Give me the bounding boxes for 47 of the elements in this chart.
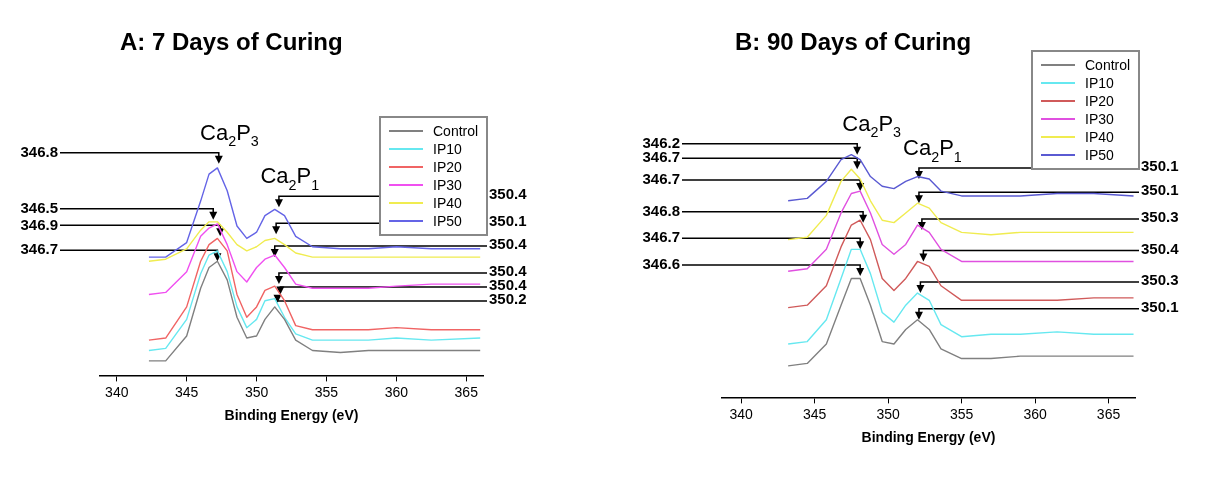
legend-label: IP10 <box>433 141 462 157</box>
annotation: 350.4 <box>489 235 528 253</box>
x-tick-label: 350 <box>244 383 269 400</box>
x-axis-title: Binding Energy (eV) <box>224 407 359 424</box>
annotation: 350.4 <box>489 185 528 203</box>
legend-label: IP10 <box>1085 75 1114 91</box>
legend-label: IP20 <box>433 159 462 175</box>
x-tick-label: 360 <box>384 383 409 400</box>
legend-label: IP20 <box>1085 93 1114 109</box>
chart-title: A: 7 Days of Curing <box>120 28 343 56</box>
x-tick-label: 345 <box>802 405 827 422</box>
annotation: 350.1 <box>489 212 527 230</box>
legend-label: IP50 <box>433 213 462 229</box>
legend-label: Control <box>433 123 479 139</box>
annotation: 350.1 <box>1141 181 1179 199</box>
annotation: 346.8 <box>20 142 58 160</box>
x-tick-label: 355 <box>949 405 974 422</box>
annotation: 346.6 <box>642 255 680 273</box>
x-tick-label: 365 <box>454 383 479 400</box>
annotation: 350.1 <box>1141 297 1179 315</box>
annotation: 350.3 <box>1141 208 1179 226</box>
x-axis-title: Binding Energy (eV) <box>861 429 996 446</box>
annotation: 346.9 <box>20 215 58 233</box>
x-tick-label: 345 <box>174 383 199 400</box>
legend-label: IP50 <box>1085 147 1114 163</box>
x-tick-label: 340 <box>105 383 129 400</box>
legend-label: IP40 <box>433 195 462 211</box>
x-tick-label: 365 <box>1096 405 1121 422</box>
annotation: 346.7 <box>642 148 680 166</box>
legend-label: IP40 <box>1085 129 1114 145</box>
x-tick-label: 340 <box>729 405 753 422</box>
x-tick-label: 350 <box>876 405 900 422</box>
annotation: 346.8 <box>642 201 680 219</box>
legend-label: IP30 <box>1085 111 1114 127</box>
x-tick-label: 355 <box>314 383 339 400</box>
annotation: 350.1 <box>1141 157 1179 175</box>
x-tick-label: 360 <box>1023 405 1047 422</box>
annotation: 346.7 <box>20 240 58 258</box>
annotation: 346.7 <box>642 228 680 246</box>
legend-label: IP30 <box>433 177 462 193</box>
annotation: 350.3 <box>1141 271 1179 289</box>
annotation: 346.2 <box>642 133 680 151</box>
annotation: 346.7 <box>642 170 680 188</box>
annotation: 350.4 <box>1141 239 1180 257</box>
annotation: 346.5 <box>20 198 58 216</box>
legend-label: Control <box>1085 57 1131 73</box>
chart-title: B: 90 Days of Curing <box>735 28 972 56</box>
